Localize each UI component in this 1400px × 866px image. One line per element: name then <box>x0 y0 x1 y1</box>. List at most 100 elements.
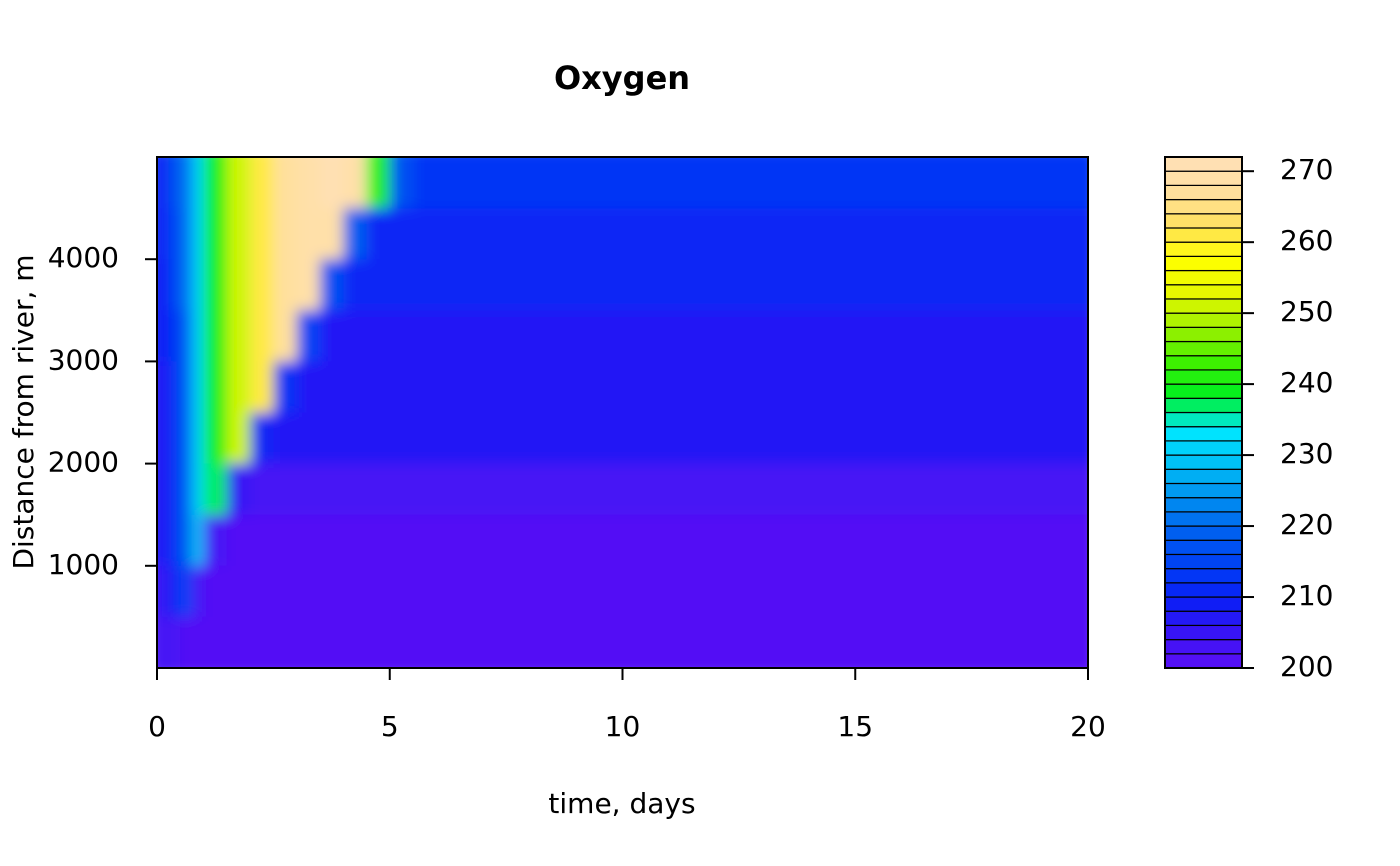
heatmap-cell <box>180 514 193 566</box>
heatmap-cell <box>319 360 344 413</box>
colorbar-tick-label: 250 <box>1280 295 1333 328</box>
heatmap-cell <box>157 565 170 617</box>
heatmap-cell <box>389 565 414 617</box>
heatmap-cell <box>715 207 1088 260</box>
heatmap-cell <box>296 565 321 617</box>
heatmap-cell <box>250 157 274 209</box>
colorbar-band <box>1164 596 1243 612</box>
heatmap-cell <box>157 157 170 209</box>
heatmap-cell <box>529 514 717 566</box>
y-axis-label: Distance from river, m <box>7 254 40 569</box>
heatmap-cell <box>436 309 530 362</box>
colorbar-band <box>1164 582 1243 598</box>
colorbar-band <box>1164 284 1243 300</box>
heatmap <box>157 157 1088 668</box>
heatmap-cell <box>168 514 181 566</box>
heatmap-cell <box>157 616 170 668</box>
colorbar-band <box>1164 213 1243 229</box>
heatmap-cell <box>203 258 228 311</box>
heatmap-cell <box>319 207 344 260</box>
heatmap-cell <box>191 360 205 413</box>
heatmap-cell <box>296 360 321 413</box>
heatmap-cell <box>203 616 228 668</box>
colorbar-band <box>1164 497 1243 513</box>
colorbar-tick-label: 270 <box>1280 153 1333 186</box>
heatmap-cell <box>319 514 344 566</box>
heatmap-cell <box>413 616 437 668</box>
colorbar-band <box>1164 539 1243 556</box>
heatmap-cell <box>226 412 251 464</box>
heatmap-cell <box>389 157 414 209</box>
heatmap-cell <box>157 309 170 362</box>
heatmap-cell <box>203 309 228 362</box>
heatmap-cell <box>319 463 344 515</box>
colorbar-band <box>1164 653 1243 669</box>
heatmap-cell <box>715 463 1088 515</box>
colorbar-frame <box>1164 156 1243 669</box>
heatmap-cell <box>413 463 437 515</box>
heatmap-cell <box>226 463 251 515</box>
heatmap-cell <box>529 616 717 668</box>
heatmap-cell <box>366 463 391 515</box>
colorbar-band <box>1164 312 1243 328</box>
heatmap-cell <box>413 309 437 362</box>
colorbar-band <box>1164 184 1243 201</box>
heatmap-cell <box>250 258 274 311</box>
heatmap-cell <box>366 207 391 260</box>
heatmap-cell <box>389 463 414 515</box>
heatmap-cell <box>436 565 530 617</box>
colorbar-band <box>1164 624 1243 641</box>
colorbar-band <box>1164 170 1243 186</box>
x-tick-label: 0 <box>148 710 166 743</box>
colorbar-band <box>1164 482 1243 499</box>
x-axis-label: time, days <box>548 787 695 820</box>
heatmap-cell <box>366 360 391 413</box>
x-tick-label: 5 <box>381 710 399 743</box>
heatmap-cell <box>157 463 170 515</box>
colorbar-tick-label: 210 <box>1280 579 1333 612</box>
heatmap-cell <box>203 207 228 260</box>
heatmap-cell <box>203 463 228 515</box>
y-tick-label: 1000 <box>48 548 119 581</box>
heatmap-cell <box>715 258 1088 311</box>
colorbar-band <box>1164 411 1243 428</box>
heatmap-cell <box>191 412 205 464</box>
heatmap-cell <box>413 258 437 311</box>
heatmap-cell <box>250 565 274 617</box>
heatmap-cell <box>250 514 274 566</box>
heatmap-cell <box>191 514 205 566</box>
heatmap-cell <box>180 616 193 668</box>
heatmap-cell <box>180 412 193 464</box>
heatmap-cell <box>343 412 367 464</box>
heatmap-cell <box>319 157 344 209</box>
heatmap-cell <box>343 565 367 617</box>
colorbar-band <box>1164 511 1243 527</box>
colorbar-band <box>1164 298 1243 314</box>
heatmap-cell <box>296 207 321 260</box>
heatmap-cell <box>529 463 717 515</box>
heatmap-cell <box>529 309 717 362</box>
colorbar-band <box>1164 355 1243 371</box>
heatmap-cell <box>319 258 344 311</box>
heatmap-cell <box>436 157 530 209</box>
heatmap-cell <box>343 463 367 515</box>
heatmap-cell <box>180 565 193 617</box>
heatmap-cell <box>715 616 1088 668</box>
heatmap-cell <box>296 616 321 668</box>
heatmap-cell <box>157 514 170 566</box>
heatmap-cell <box>157 412 170 464</box>
heatmap-cell <box>273 309 298 362</box>
heatmap-cell <box>529 412 717 464</box>
heatmap-cell <box>715 514 1088 566</box>
heatmap-cells <box>157 157 1088 668</box>
heatmap-cell <box>191 565 205 617</box>
colorbar-band <box>1164 241 1243 257</box>
colorbar-band <box>1164 369 1243 385</box>
colorbar-band <box>1164 326 1243 343</box>
heatmap-cell <box>180 258 193 311</box>
heatmap-cell <box>296 258 321 311</box>
colorbar-band <box>1164 553 1243 570</box>
heatmap-cell <box>389 616 414 668</box>
heatmap-cell <box>250 412 274 464</box>
